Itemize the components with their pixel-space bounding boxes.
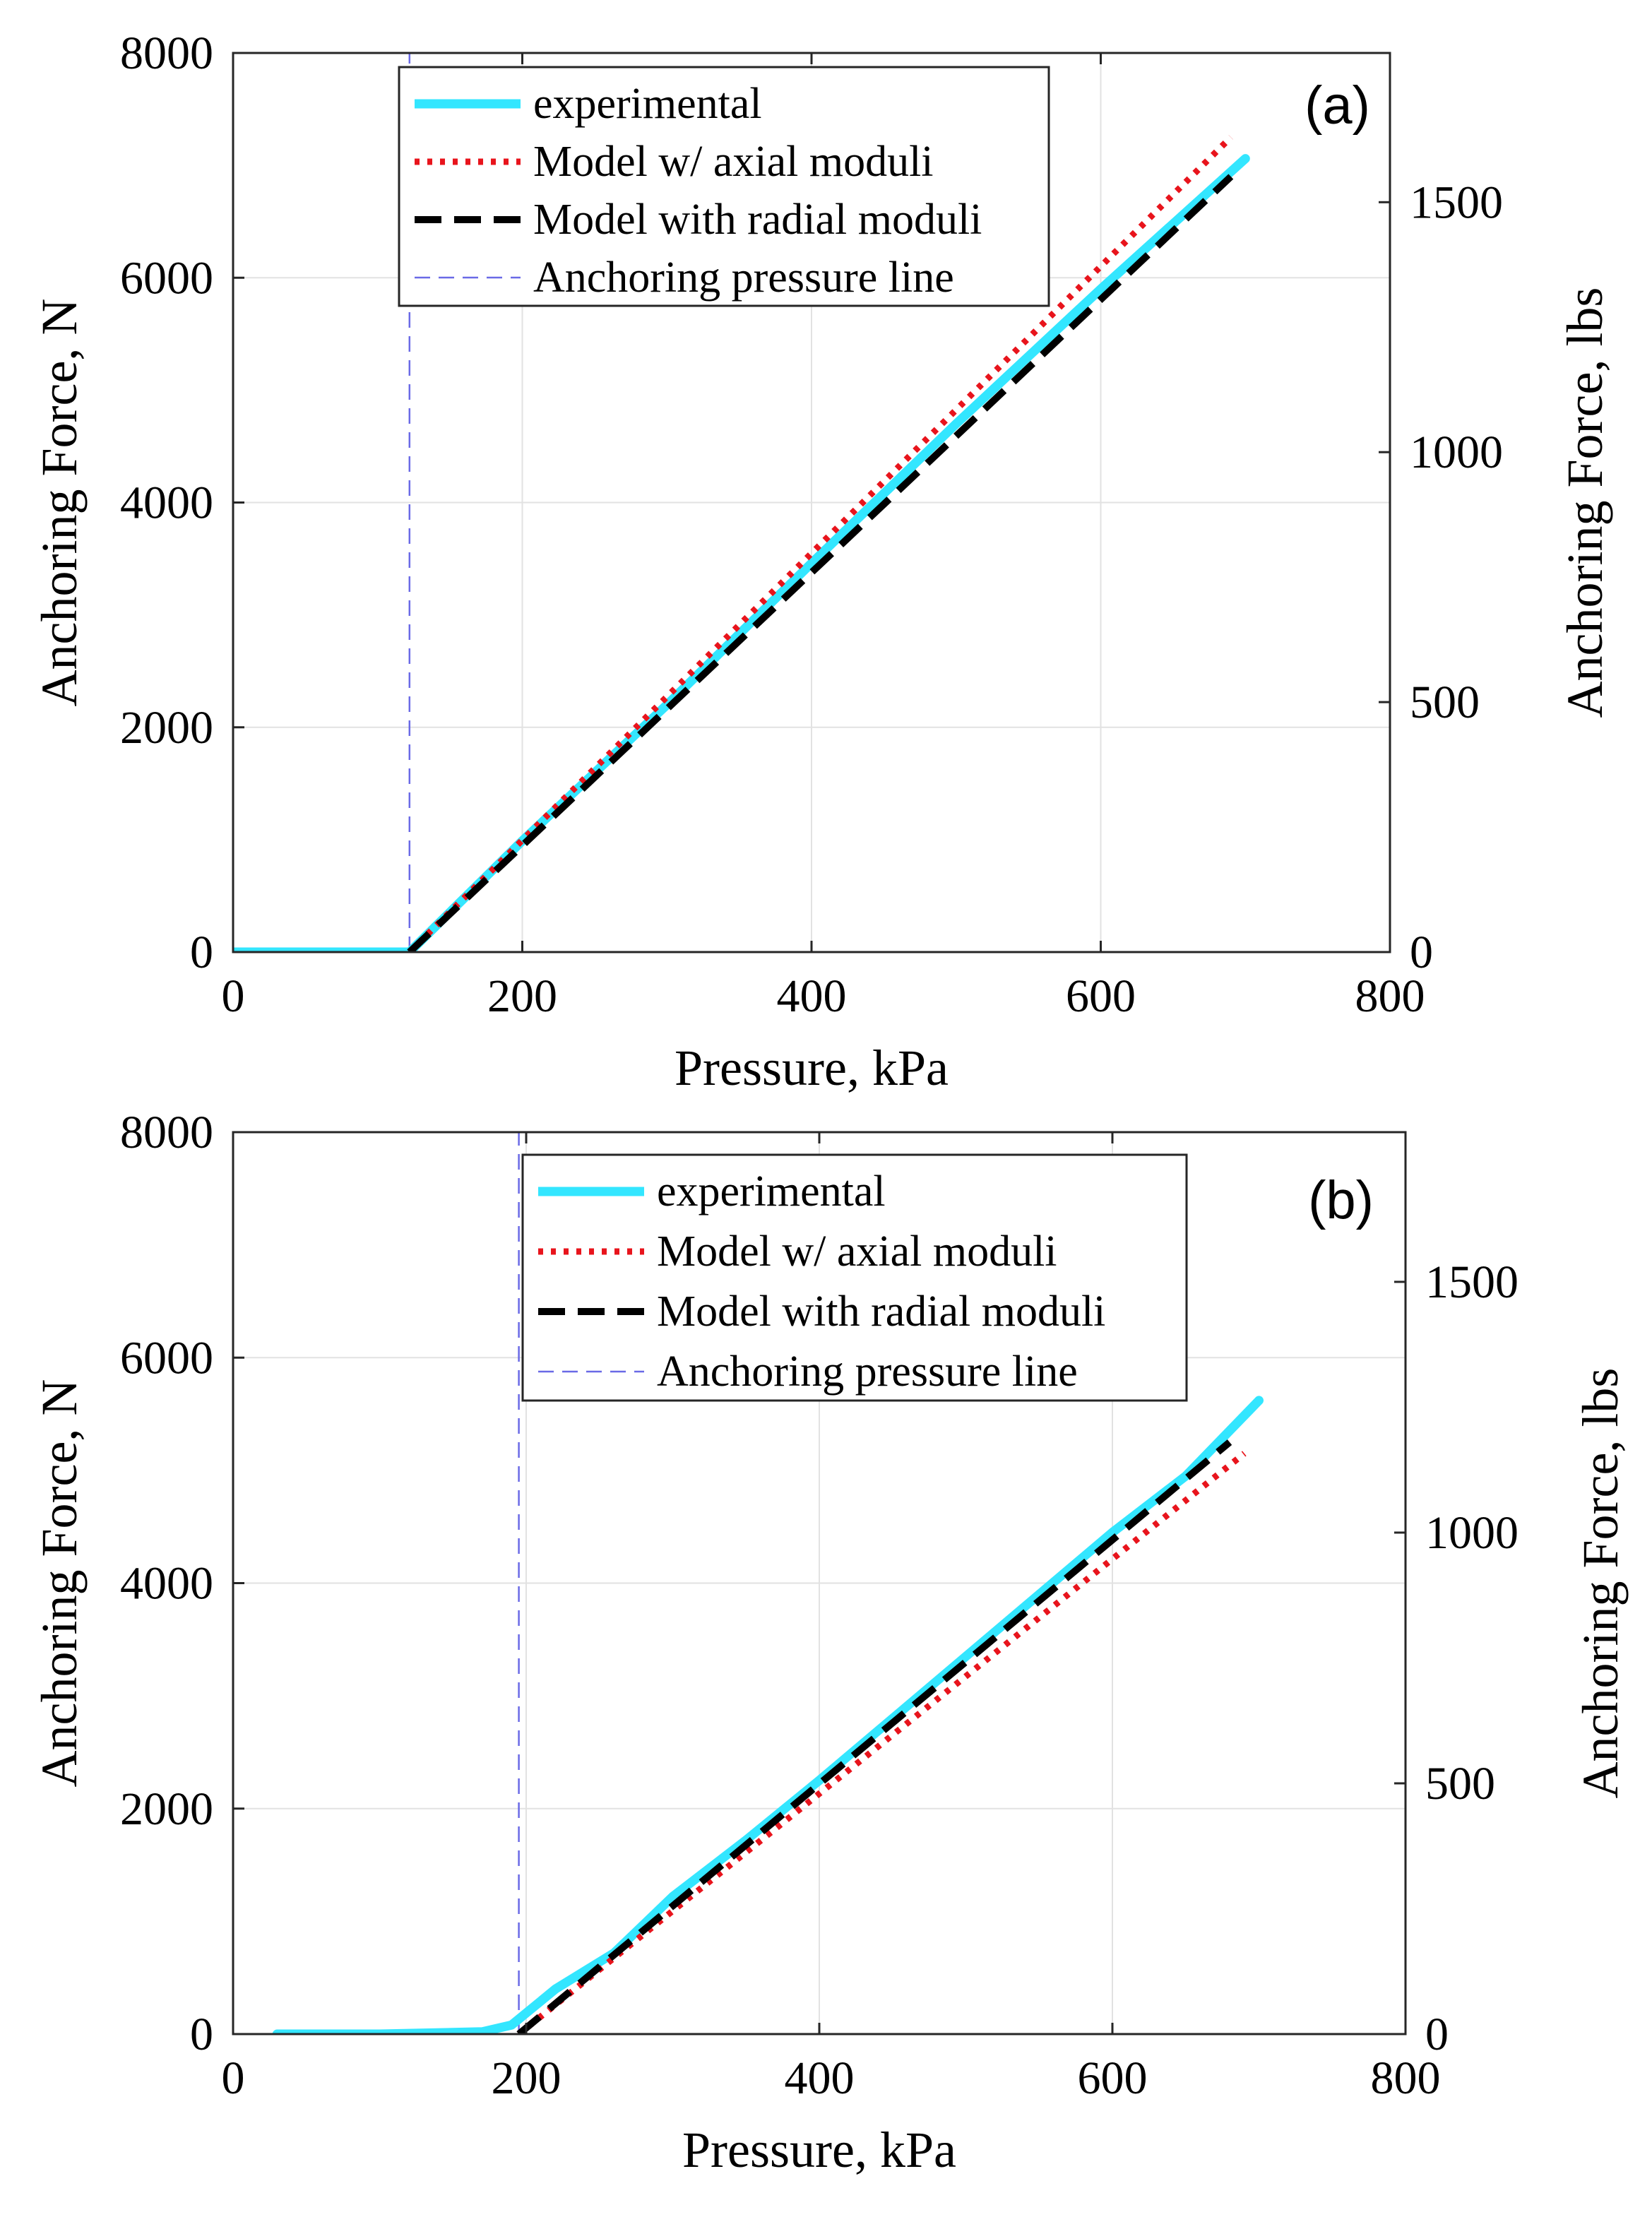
x-axis-title: Pressure, kPa	[675, 1040, 949, 1096]
series-line-model-w-axial-moduli	[516, 1451, 1247, 2034]
series-line-model-w-axial-moduli	[407, 135, 1233, 952]
series-line-model-with-radial-moduli	[407, 174, 1234, 952]
plot-area	[272, 1132, 1264, 2034]
y-axis-title: Anchoring Force, N	[31, 1379, 88, 1788]
panel-a: 0 200 400 600 800020004000600080000500100015…	[31, 28, 1613, 1096]
x-tick-label: 400	[777, 970, 847, 1022]
y-right-tick-label: 1000	[1410, 427, 1503, 478]
y-right-tick-label: 0	[1425, 2009, 1449, 2060]
x-tick-label: 800	[1371, 2052, 1441, 2104]
y-tick-label: 2000	[120, 1783, 213, 1835]
y-tick-label: 4000	[120, 1558, 213, 1610]
x-tick-label: 600	[1066, 970, 1136, 1022]
legend-label: Anchoring pressure line	[533, 254, 954, 302]
panel-label: (a)	[1305, 76, 1370, 136]
y-right-tick-label: 1000	[1425, 1507, 1519, 1559]
legend-label: experimental	[657, 1167, 886, 1216]
x-tick-label: 400	[785, 2052, 855, 2104]
y-tick-label: 4000	[120, 477, 213, 529]
panel-b: 0 200 400 600 800020004000600080000500100015…	[31, 1107, 1629, 2178]
y-tick-label: 2000	[120, 702, 213, 754]
x-tick-label: 800	[1355, 970, 1425, 1022]
y-tick-label: 8000	[120, 28, 213, 79]
y-right-tick-label: 0	[1410, 927, 1433, 978]
series-line-model-with-radial-moduli	[516, 1439, 1232, 2034]
y-axis-title: Anchoring Force, N	[31, 299, 88, 707]
y-right-axis-title: Anchoring Force, lbs	[1557, 287, 1613, 718]
y-right-tick-label: 500	[1425, 1758, 1495, 1809]
panel-label: (b)	[1308, 1170, 1374, 1230]
legend-label: Model w/ axial moduli	[657, 1228, 1057, 1276]
y-tick-label: 6000	[120, 252, 213, 304]
y-right-tick-label: 500	[1410, 677, 1480, 728]
legend: experimental Model w/ axial moduli Model w…	[521, 1153, 1188, 1402]
x-tick-label: 200	[487, 970, 557, 1022]
x-tick-label: 200	[492, 2052, 561, 2104]
legend-label: experimental	[533, 80, 762, 128]
y-tick-label: 6000	[120, 1332, 213, 1384]
x-axis-title: Pressure, kPa	[682, 2122, 956, 2178]
y-right-tick-label: 1500	[1410, 177, 1503, 228]
legend-label: Model with radial moduli	[657, 1288, 1105, 1336]
legend: experimental Model w/ axial moduli Model w…	[398, 66, 1050, 307]
y-tick-label: 0	[190, 927, 213, 978]
x-tick-label: 0	[222, 970, 245, 1022]
x-tick-label: 600	[1078, 2052, 1148, 2104]
legend-label: Model with radial moduli	[533, 196, 982, 244]
y-right-axis-title: Anchoring Force, lbs	[1572, 1368, 1629, 1799]
y-tick-label: 0	[190, 2009, 213, 2060]
series-line-experimental	[272, 1396, 1264, 2034]
x-tick-label: 0	[222, 2052, 245, 2104]
y-right-tick-label: 1500	[1425, 1256, 1519, 1308]
legend-label: Model w/ axial moduli	[533, 138, 934, 186]
y-tick-label: 8000	[120, 1107, 213, 1158]
legend-label: Anchoring pressure line	[657, 1348, 1078, 1396]
